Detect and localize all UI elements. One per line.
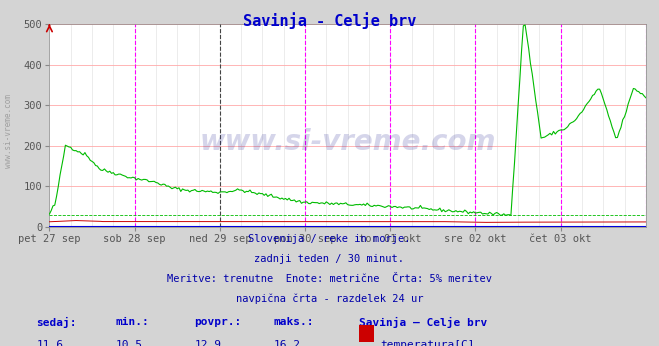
Text: povpr.:: povpr.: [194,317,242,327]
Text: Meritve: trenutne  Enote: metrične  Črta: 5% meritev: Meritve: trenutne Enote: metrične Črta: … [167,274,492,284]
Text: 16,2: 16,2 [273,340,301,346]
Text: sedaj:: sedaj: [36,317,76,328]
Text: www.si-vreme.com: www.si-vreme.com [4,94,13,169]
Text: 12,9: 12,9 [194,340,221,346]
Text: zadnji teden / 30 minut.: zadnji teden / 30 minut. [254,254,405,264]
Text: maks.:: maks.: [273,317,314,327]
Text: Savinja - Celje brv: Savinja - Celje brv [243,12,416,29]
Text: www.si-vreme.com: www.si-vreme.com [200,128,496,156]
Text: temperatura[C]: temperatura[C] [380,340,474,346]
Text: 11,6: 11,6 [36,340,63,346]
Text: 10,5: 10,5 [115,340,142,346]
Text: min.:: min.: [115,317,149,327]
Text: navpična črta - razdelek 24 ur: navpična črta - razdelek 24 ur [236,294,423,304]
Text: Slovenija / reke in morje.: Slovenija / reke in morje. [248,234,411,244]
Text: Savinja – Celje brv: Savinja – Celje brv [359,317,488,328]
